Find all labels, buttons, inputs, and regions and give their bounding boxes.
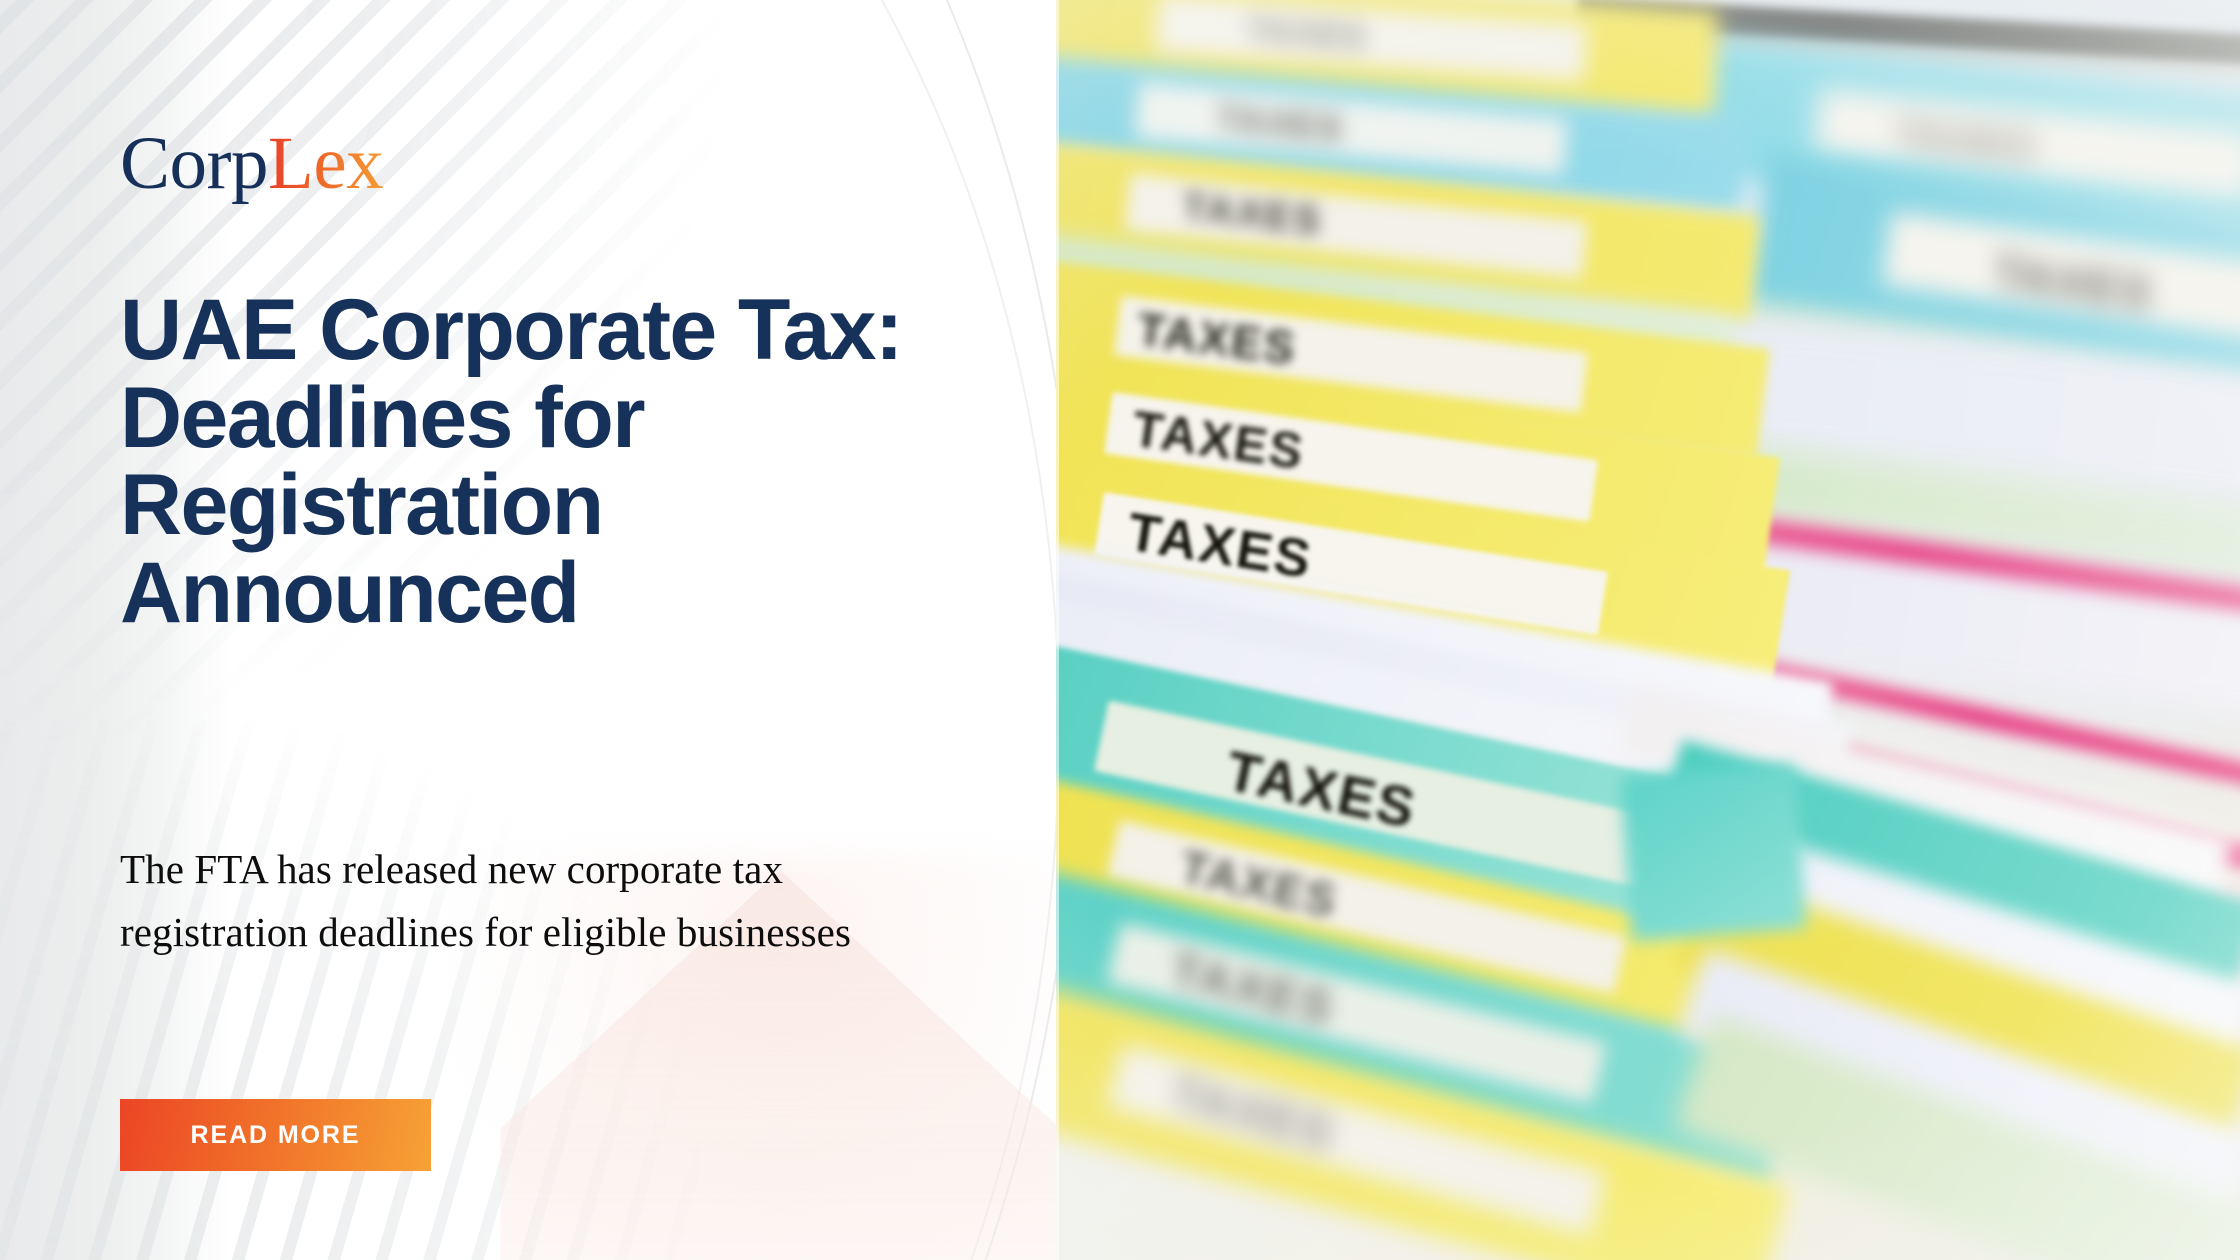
logo-word-primary: Corp	[120, 122, 269, 205]
photo-vignette	[1056, 0, 2240, 1260]
panel-seam	[1056, 0, 1059, 1260]
brand-logo[interactable]: CorpLex	[120, 126, 384, 201]
text-panel: CorpLex UAE Corporate Tax: Deadlines for…	[0, 0, 1056, 1260]
page-title: UAE Corporate Tax: Deadlines for Registr…	[120, 282, 904, 642]
hero-photo: TAXES TAXES TAXES TAXES TAXES TAXES	[1056, 0, 2240, 1260]
logo-word-accent: Lex	[268, 122, 384, 205]
article-subhead: The FTA has released new corporate tax r…	[120, 846, 852, 955]
diagonal-stripes-top	[0, 0, 720, 740]
content-column: CorpLex UAE Corporate Tax: Deadlines for…	[120, 0, 980, 1260]
read-more-button[interactable]: READ MORE	[120, 1099, 431, 1171]
